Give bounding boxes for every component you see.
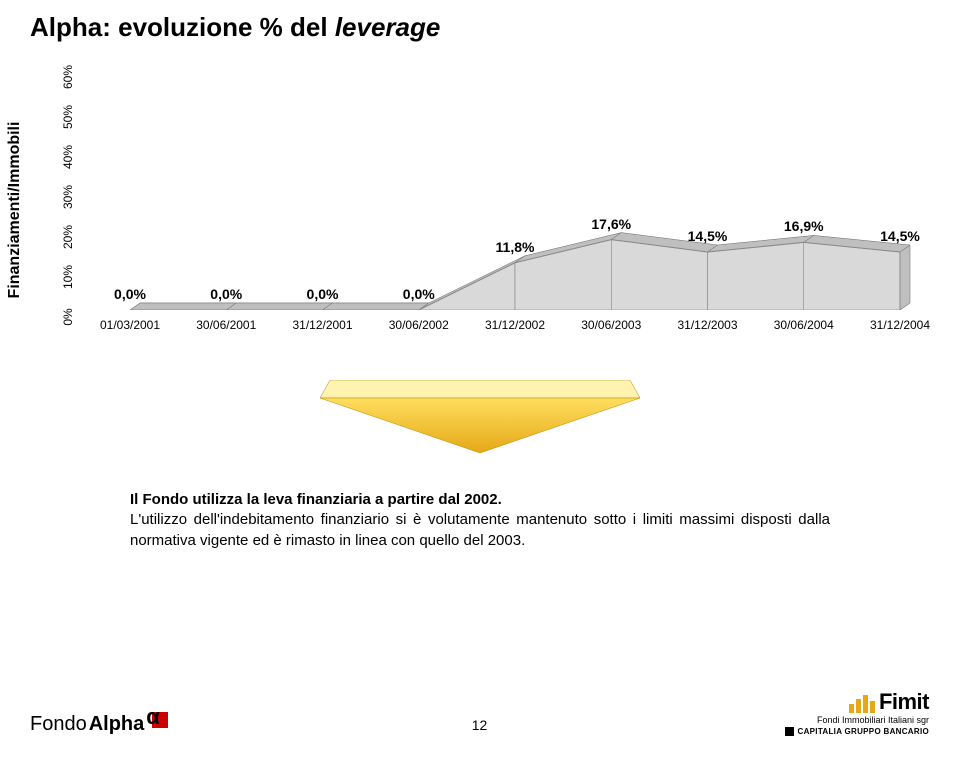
fimit-bar-icon	[863, 695, 868, 713]
capitalia-text: CAPITALIA GRUPPO BANCARIO	[798, 727, 930, 736]
x-tick: 30/06/2004	[774, 318, 834, 332]
x-tick: 31/12/2004	[870, 318, 930, 332]
body-rest: L'utilizzo dell'indebitamento finanziari…	[130, 510, 830, 551]
fimit-text: Fimit	[879, 689, 929, 715]
capitalia-row: CAPITALIA GRUPPO BANCARIO	[785, 727, 930, 736]
logo-left-1: Fondo	[30, 713, 87, 736]
footer: FondoAlpha α 12 Fimit Fondi Immobiliari …	[0, 691, 959, 741]
data-label: 0,0%	[307, 286, 339, 302]
fimit-sub: Fondi Immobiliari Italiani sgr	[785, 715, 930, 725]
data-label: 0,0%	[114, 286, 146, 302]
data-label: 11,8%	[496, 239, 535, 255]
fimit-bar-icon	[849, 704, 854, 713]
fimit-row: Fimit	[785, 689, 930, 715]
fimit-bars-icon	[849, 691, 875, 713]
y-tick: 60%	[61, 65, 75, 89]
capitalia-square-icon	[785, 727, 794, 736]
y-tick: 0%	[61, 308, 75, 325]
fimit-bar-icon	[856, 699, 861, 713]
x-ticks: 01/03/2001 30/06/2001 31/12/2001 30/06/2002…	[90, 318, 920, 338]
slide-title: Alpha: evoluzione % del leverage	[30, 12, 440, 43]
data-label: 0,0%	[403, 286, 435, 302]
logo-fondoalpha: FondoAlpha α	[30, 708, 170, 736]
data-label: 14,5%	[688, 228, 728, 244]
title-prefix: Alpha: evoluzione % del	[30, 12, 335, 42]
title-italic: leverage	[335, 12, 441, 42]
alpha-icon: α	[148, 708, 170, 730]
y-tick: 30%	[61, 185, 75, 209]
triangle-svg	[320, 380, 640, 455]
y-tick: 40%	[61, 145, 75, 169]
logo-left-2: Alpha	[89, 713, 145, 736]
alpha-letter-icon: α	[146, 704, 160, 730]
y-tick: 10%	[61, 265, 75, 289]
logo-fimit: Fimit Fondi Immobiliari Italiani sgr CAP…	[785, 689, 930, 736]
data-label: 14,5%	[880, 228, 920, 244]
x-tick: 30/06/2002	[389, 318, 449, 332]
x-tick: 31/12/2002	[485, 318, 545, 332]
data-label: 16,9%	[784, 218, 824, 234]
ribbon-svg	[90, 70, 920, 310]
data-label: 17,6%	[591, 216, 631, 232]
funnel-triangle	[320, 380, 640, 455]
slide: Alpha: evoluzione % del leverage Finanzi…	[0, 0, 959, 761]
leverage-chart: Finanziamenti/Immobili 0%10%20%30%40%50%…	[30, 70, 930, 350]
x-tick: 01/03/2001	[100, 318, 160, 332]
x-tick: 31/12/2001	[292, 318, 352, 332]
y-tick: 50%	[61, 105, 75, 129]
y-tick: 20%	[61, 225, 75, 249]
x-tick: 31/12/2003	[677, 318, 737, 332]
page-number: 12	[472, 717, 488, 733]
data-label: 0,0%	[210, 286, 242, 302]
body-lead: Il Fondo utilizza la leva finanziaria a …	[130, 490, 830, 510]
body-text: Il Fondo utilizza la leva finanziaria a …	[130, 490, 830, 551]
chart-plot: 0,0% 0,0% 0,0% 0,0% 11,8% 17,6% 14,5% 16,9% 14,5…	[90, 70, 920, 310]
x-tick: 30/06/2003	[581, 318, 641, 332]
fimit-bar-icon	[870, 701, 875, 713]
x-tick: 30/06/2001	[196, 318, 256, 332]
y-axis-label: Finanziamenti/Immobili	[6, 122, 24, 299]
